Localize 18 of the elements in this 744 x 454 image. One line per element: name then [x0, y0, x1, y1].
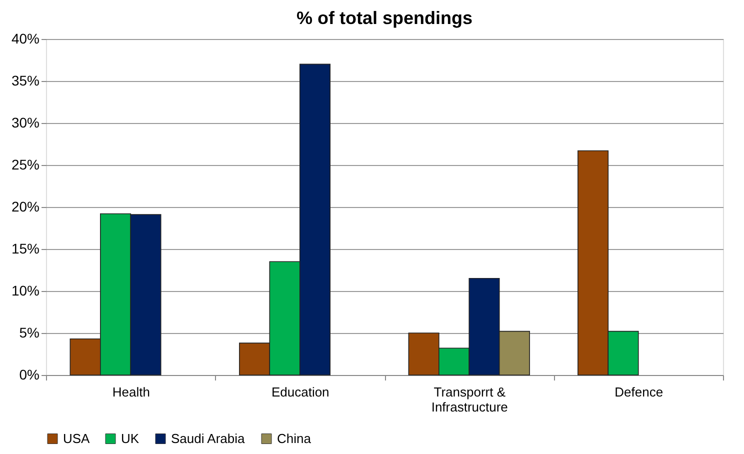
y-tick-label: 30% — [11, 114, 40, 130]
legend-label: USA — [63, 430, 90, 446]
x-tick-label: Defence — [614, 384, 664, 400]
x-tick-label: Transporrt & Infrastructure — [431, 384, 508, 414]
legend-label: UK — [121, 430, 140, 446]
x-tick-label: Health — [112, 384, 150, 400]
y-tick-label: 15% — [11, 240, 40, 256]
y-tick-label: 5% — [19, 324, 40, 340]
y-tick-label: 20% — [11, 198, 40, 214]
legend-label: China — [277, 430, 312, 446]
chart-title: % of total spendings — [296, 8, 473, 28]
y-tick-label: 0% — [19, 366, 40, 382]
y-tick-label: 35% — [11, 72, 40, 88]
x-tick-label: Education — [271, 384, 330, 400]
y-tick-label: 10% — [11, 282, 40, 298]
y-tick-label: 40% — [11, 30, 40, 46]
y-tick-label: 25% — [11, 156, 40, 172]
legend-label: Saudi Arabia — [171, 430, 246, 446]
